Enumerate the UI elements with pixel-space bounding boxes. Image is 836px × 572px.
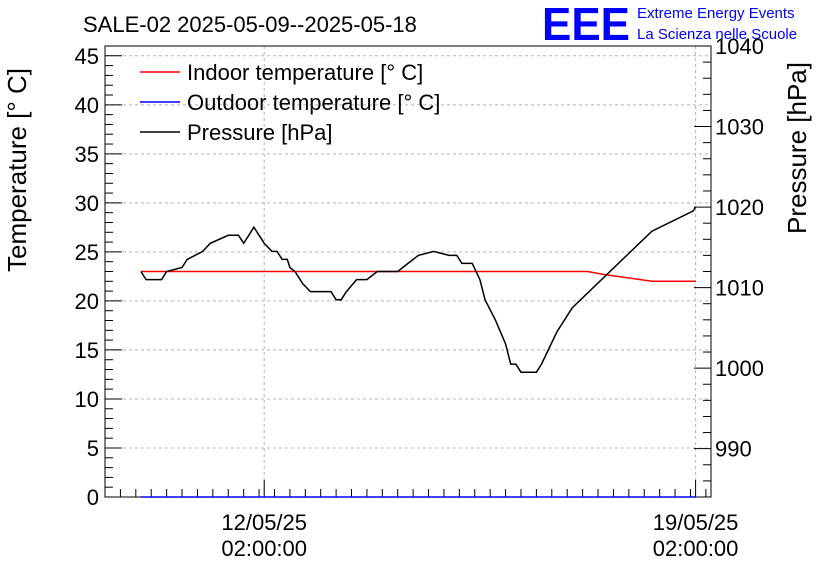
legend-label-indoor: Indoor temperature [° C] [187,60,423,85]
y-tick-label: 0 [87,485,99,510]
x-tick-label-time: 02:00:00 [653,536,739,561]
logo-line2: La Scienza nelle Scuole [637,26,797,43]
y2-tick-label: 1020 [715,195,764,220]
legend: Indoor temperature [° C] Outdoor tempera… [140,60,440,145]
y-tick-label: 45 [75,44,99,69]
y-tick-label: 25 [75,240,99,265]
x-tick-label-time: 02:00:00 [221,536,307,561]
y-axis-label: Temperature [° C] [2,68,32,272]
series-layer [140,206,697,498]
y-tick-label: 30 [75,191,99,216]
y2-tick-label: 1030 [715,115,764,140]
left-axis: 0 5 10 15 20 25 30 35 40 45 [75,44,122,510]
legend-label-outdoor: Outdoor temperature [° C] [187,90,440,115]
y-tick-label: 10 [75,387,99,412]
y-tick-label: 20 [75,289,99,314]
y-tick-label: 40 [75,93,99,118]
eee-logo: EEE Extreme Energy Events La Scienza nel… [542,0,797,50]
series-line-indoor-temperature [140,270,696,283]
legend-label-pressure: Pressure [hPa] [187,120,333,145]
y2-tick-label: 1010 [715,276,764,301]
x-tick-label-date: 12/05/25 [221,510,307,535]
right-axis: 990 1000 1010 1020 1030 1040 [694,34,764,482]
y-tick-label: 35 [75,142,99,167]
y2-tick-label: 1040 [715,34,764,59]
chart-title: SALE-02 2025-05-09--2025-05-18 [83,12,417,37]
y-tick-label: 15 [75,338,99,363]
series-line-pressure [140,206,697,373]
y2-tick-label: 990 [715,437,752,462]
y2-tick-label: 1000 [715,356,764,381]
logo-line1: Extreme Energy Events [637,5,795,22]
logo-mark: EEE [542,0,630,50]
grid [105,46,711,497]
y-tick-label: 5 [87,436,99,461]
y2-axis-label: Pressure [hPa] [782,62,812,234]
x-tick-label-date: 19/05/25 [653,510,739,535]
